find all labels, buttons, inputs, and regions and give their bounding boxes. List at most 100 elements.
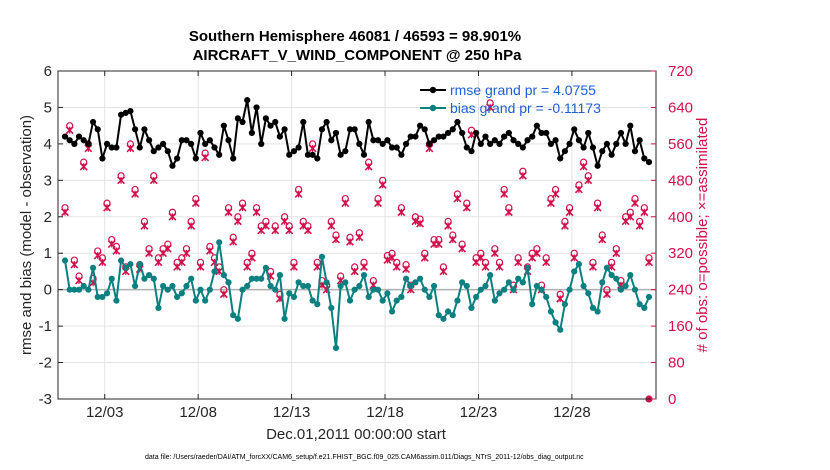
obs-assimilated-marker (593, 203, 602, 212)
obs-assimilated-marker (177, 258, 186, 267)
bias-point (491, 297, 498, 304)
rmse-point (421, 126, 428, 133)
obs-assimilated-marker (574, 185, 583, 194)
rmse-point (426, 140, 433, 147)
obs-assimilated-marker (154, 258, 163, 267)
bias-point (505, 279, 512, 286)
rmse-point (617, 129, 625, 137)
bias-point (75, 286, 83, 293)
rmse-point (487, 140, 494, 147)
bias-point (459, 279, 466, 286)
bias-point (543, 293, 550, 301)
obs-assimilated-marker (374, 199, 382, 208)
rmse-point (561, 148, 568, 155)
rmse-point (85, 140, 92, 147)
rmse-point (80, 137, 87, 144)
obs-assimilated-marker (201, 153, 210, 162)
rmse-point (370, 137, 377, 144)
bias-point (169, 282, 176, 290)
data-file-footnote: data file: /Users/raeder/DAI/ATM_forcXX/… (145, 454, 584, 461)
bias-point (356, 282, 363, 290)
obs-assimilated-marker (645, 258, 653, 267)
obs-assimilated-marker (271, 226, 280, 235)
obs-assimilated-marker (65, 126, 74, 135)
rmse-point (473, 129, 480, 137)
rmse-point (589, 144, 597, 151)
x-tick-label: 12/23 (460, 404, 498, 421)
obs-assimilated-marker (612, 249, 621, 258)
rmse-point (416, 122, 424, 129)
bias-point (402, 275, 410, 282)
x-tick-label: 12/08 (179, 404, 217, 421)
rmse-point (491, 137, 498, 144)
bias-point (388, 308, 396, 315)
obs-assimilated-marker (103, 203, 112, 212)
obs-assimilated-marker (145, 249, 154, 258)
rmse-point (206, 137, 213, 144)
bias-point (454, 297, 461, 304)
rmse-point (388, 144, 396, 151)
obs-assimilated-marker (598, 235, 607, 244)
bias-point (529, 301, 536, 308)
rmse-point (188, 140, 195, 147)
rmse-point (613, 140, 620, 147)
obs-assimilated-marker (131, 190, 140, 198)
obs-assimilated-marker (346, 237, 354, 246)
bias-point (103, 290, 111, 297)
rmse-point (360, 151, 368, 158)
y-left-tick-label: 1 (44, 245, 52, 262)
obs-assimilated-marker (378, 180, 387, 189)
x-tick-label: 12/03 (86, 404, 124, 421)
x-axis-ticks: 12/03 12/08 12/13 12/18 12/23 12/28 (86, 71, 591, 421)
rmse-point (314, 155, 321, 162)
plot-frame (57, 70, 657, 400)
y-right-tick-label: 320 (668, 245, 693, 262)
obs-assimilated-marker (458, 244, 467, 253)
bias-point (501, 286, 508, 293)
obs-assimilated-marker (635, 221, 644, 230)
bias-point (538, 286, 545, 293)
bias-point (216, 239, 223, 246)
rmse-point (113, 144, 120, 151)
obs-assimilated-marker (126, 144, 135, 153)
bias-point (533, 282, 540, 290)
rmse-point (398, 151, 405, 158)
rmse-point (197, 129, 204, 137)
obs-assimilated-marker (542, 258, 551, 267)
rmse-point (412, 133, 419, 140)
bias-point (636, 301, 643, 308)
rmse-point (636, 137, 643, 144)
rmse-point (594, 162, 601, 169)
obs-assimilated-marker (238, 203, 247, 212)
rmse-point (645, 159, 653, 166)
rmse-point (262, 115, 269, 122)
bias-point (211, 268, 218, 275)
rmse-point (141, 126, 148, 133)
bias-point (641, 304, 648, 311)
bias-point (286, 290, 293, 297)
obs-assimilated-marker (285, 226, 294, 235)
rmse-point (538, 129, 545, 137)
bias-point (94, 293, 101, 301)
rmse-point (459, 129, 466, 137)
bias-point (449, 312, 456, 319)
rmse-point (309, 151, 316, 158)
rmse-point (131, 126, 139, 133)
rmse-point (603, 140, 611, 147)
rmse-point (323, 118, 330, 126)
rmse-point (239, 118, 246, 126)
bias-point (281, 315, 288, 322)
rmse-point (332, 129, 340, 137)
x-tick-label: 12/13 (273, 404, 311, 421)
rmse-point (337, 151, 344, 158)
obs-assimilated-marker (112, 246, 121, 255)
rmse-point (575, 137, 583, 144)
bias-point (318, 253, 326, 260)
rmse-point (192, 155, 199, 162)
bias-point (66, 286, 73, 293)
y-left-tick-label: -3 (39, 391, 52, 408)
obs-assimilated-marker (504, 208, 513, 217)
rmse-point (216, 151, 223, 158)
rmse-point (202, 140, 209, 147)
